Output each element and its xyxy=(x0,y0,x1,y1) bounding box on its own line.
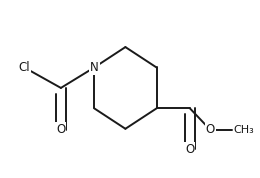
Text: N: N xyxy=(90,61,99,74)
Text: O: O xyxy=(206,123,215,136)
Text: CH₃: CH₃ xyxy=(233,125,254,135)
Text: O: O xyxy=(185,143,194,156)
Text: O: O xyxy=(56,123,66,136)
Text: Cl: Cl xyxy=(18,61,30,74)
